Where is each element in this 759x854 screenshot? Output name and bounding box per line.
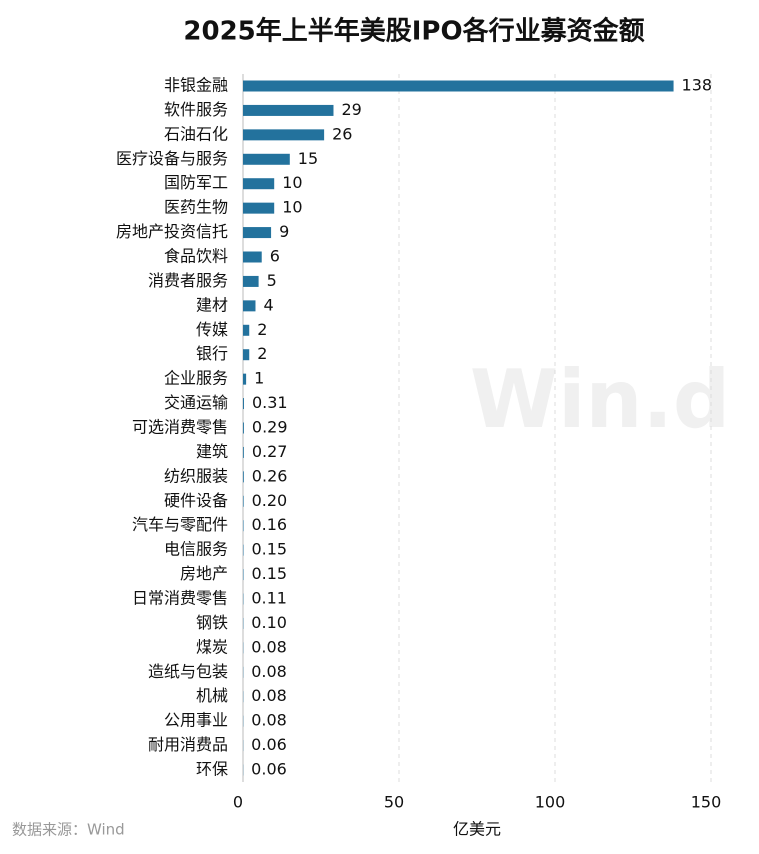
bar xyxy=(243,422,244,434)
data-label: 0.11 xyxy=(251,589,287,608)
data-label: 0.08 xyxy=(251,637,287,656)
bar xyxy=(243,202,275,214)
data-label: 9 xyxy=(279,222,289,241)
data-label: 29 xyxy=(341,100,361,119)
x-tick-label: 100 xyxy=(535,793,566,812)
y-tick-label: 食品饮料 xyxy=(164,247,228,266)
data-label: 2 xyxy=(257,344,267,363)
data-label: 138 xyxy=(682,76,713,95)
data-label: 0.06 xyxy=(251,735,287,754)
bar xyxy=(243,446,244,458)
y-tick-label: 钢铁 xyxy=(196,613,228,632)
data-label: 0.08 xyxy=(251,662,287,681)
y-tick-label: 机械 xyxy=(196,686,228,705)
y-tick-label: 石油石化 xyxy=(164,124,228,143)
y-tick-label: 煤炭 xyxy=(196,637,228,656)
data-label: 0.29 xyxy=(252,418,288,437)
y-tick-label: 可选消费零售 xyxy=(132,418,228,437)
data-label: 0.08 xyxy=(251,711,287,730)
y-tick-label: 软件服务 xyxy=(164,100,228,119)
y-tick-label: 纺织服装 xyxy=(164,466,228,485)
y-tick-label: 医药生物 xyxy=(164,198,228,217)
data-label: 0.15 xyxy=(251,540,287,559)
data-label: 10 xyxy=(282,198,302,217)
bar xyxy=(243,349,250,361)
data-label: 0.16 xyxy=(251,515,287,534)
y-tick-label: 企业服务 xyxy=(164,369,228,388)
source: 数据来源：Wind xyxy=(12,821,125,839)
y-tick-label: 建材 xyxy=(196,295,228,314)
y-tick-label: 医疗设备与服务 xyxy=(116,149,228,168)
bar xyxy=(243,300,256,312)
y-tick-label: 公用事业 xyxy=(164,711,228,730)
data-label: 15 xyxy=(298,149,318,168)
bar xyxy=(243,324,250,336)
data-label: 5 xyxy=(267,271,277,290)
x-tick-label: 0 xyxy=(233,793,243,812)
bar xyxy=(243,227,272,239)
data-label: 0.27 xyxy=(252,442,288,461)
y-tick-label: 交通运输 xyxy=(164,393,228,412)
y-tick-label: 国防军工 xyxy=(164,173,228,192)
data-label: 2 xyxy=(257,320,267,339)
data-label: 6 xyxy=(270,247,280,266)
data-label: 0.31 xyxy=(252,393,288,412)
y-tick-label: 日常消费零售 xyxy=(132,589,228,608)
data-label: 0.08 xyxy=(251,686,287,705)
y-tick-label: 房地产投资信托 xyxy=(116,222,228,241)
bar xyxy=(243,398,244,410)
bar xyxy=(243,373,247,385)
bar xyxy=(243,275,259,287)
data-label: 0.20 xyxy=(252,491,288,510)
x-axis-label: 亿美元 xyxy=(453,820,501,839)
y-tick-label: 非银金融 xyxy=(164,76,228,95)
bar xyxy=(243,104,334,116)
data-label: 0.15 xyxy=(251,564,287,583)
y-tick-label: 硬件设备 xyxy=(164,491,228,510)
bar xyxy=(243,178,275,190)
data-label: 0.06 xyxy=(251,760,287,779)
data-label: 10 xyxy=(282,173,302,192)
bar xyxy=(243,153,290,165)
y-tick-label: 消费者服务 xyxy=(148,271,228,290)
chart-title: 2025年上半年美股IPO各行业募资金额 xyxy=(183,16,644,47)
bar xyxy=(243,495,244,507)
data-label: 4 xyxy=(263,295,273,314)
y-tick-label: 造纸与包装 xyxy=(148,662,228,681)
data-label: 26 xyxy=(332,124,352,143)
y-tick-label: 耐用消费品 xyxy=(148,735,228,754)
y-tick-label: 银行 xyxy=(196,344,228,363)
bar xyxy=(243,80,674,92)
watermark: Win.d xyxy=(470,353,730,446)
data-label: 0.26 xyxy=(252,466,288,485)
x-tick-label: 150 xyxy=(691,793,722,812)
x-tick-label: 50 xyxy=(384,793,404,812)
y-tick-label: 环保 xyxy=(196,760,228,779)
y-tick-label: 建筑 xyxy=(196,442,228,461)
bar xyxy=(243,471,244,483)
data-label: 1 xyxy=(254,369,264,388)
y-tick-label: 电信服务 xyxy=(164,540,228,559)
bar xyxy=(243,251,262,263)
y-tick-label: 汽车与零配件 xyxy=(132,515,228,534)
y-tick-label: 传媒 xyxy=(196,320,228,339)
y-tick-label: 房地产 xyxy=(180,564,228,583)
data-label: 0.10 xyxy=(251,613,287,632)
bar xyxy=(243,129,325,141)
